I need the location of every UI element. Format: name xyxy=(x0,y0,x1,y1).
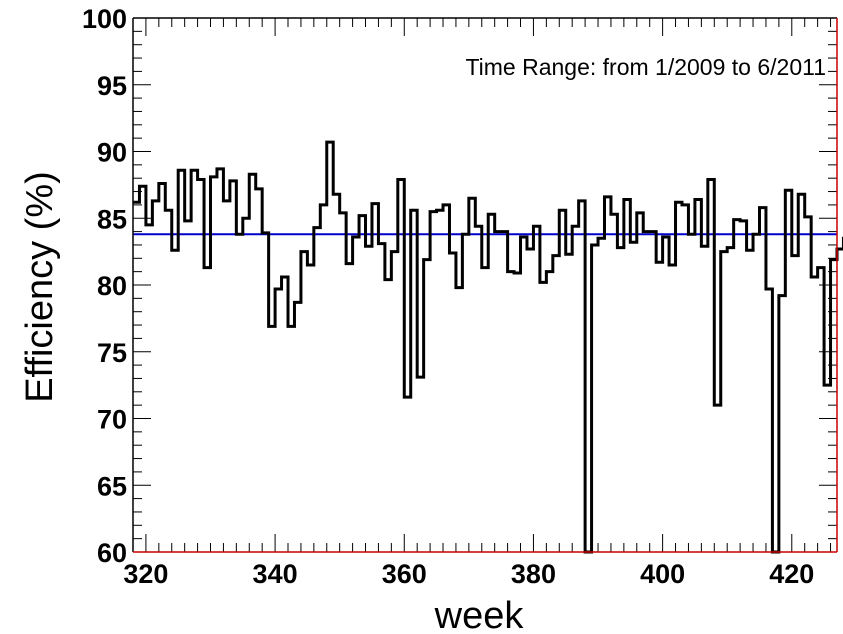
y-tick-label: 100 xyxy=(82,4,127,34)
y-tick-label: 90 xyxy=(97,138,127,168)
y-tick-label: 75 xyxy=(97,338,127,368)
plot-frame xyxy=(132,17,838,553)
y-tick-label: 60 xyxy=(97,538,127,568)
y-tick-label: 65 xyxy=(97,471,127,501)
axis-tick-labels: 60 65 70 75 80 85 90 95 100 320 340 360 380 400 420 xyxy=(82,4,814,589)
y-tick-label: 95 xyxy=(97,71,127,101)
x-tick-label: 340 xyxy=(253,559,298,589)
x-tick-label: 400 xyxy=(640,559,685,589)
y-tick-label: 70 xyxy=(97,405,127,435)
y-axis-title: Efficiency (%) xyxy=(19,171,61,403)
y-tick-label: 80 xyxy=(97,271,127,301)
x-tick-label: 320 xyxy=(123,559,168,589)
y-tick-label: 85 xyxy=(97,204,127,234)
axis-ticks xyxy=(132,17,837,553)
annotation-time-range: Time Range: from 1/2009 to 6/2011 xyxy=(465,54,826,80)
x-tick-label: 360 xyxy=(382,559,427,589)
x-tick-label: 380 xyxy=(511,559,556,589)
x-tick-label: 420 xyxy=(769,559,814,589)
efficiency-histogram xyxy=(133,140,843,554)
x-axis-title: week xyxy=(434,595,525,634)
